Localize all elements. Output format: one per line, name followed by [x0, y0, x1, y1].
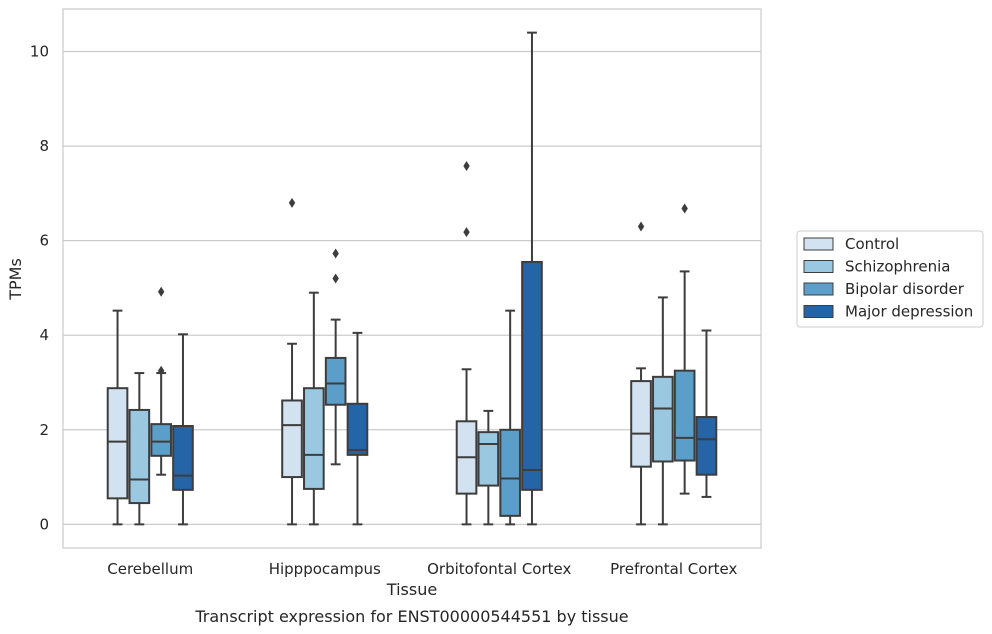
x-tick-labels: Cerebellum Hipppocampus Orbitofontal Corte… — [107, 560, 737, 578]
outlier-point — [332, 273, 339, 284]
y-axis-title: TPMs — [6, 258, 25, 301]
box-body — [303, 387, 325, 490]
x-tick-label: Prefrontal Cortex — [610, 560, 737, 578]
box-major-depression — [695, 329, 718, 498]
legend-swatch — [803, 305, 834, 318]
box-bipolar-disorder — [150, 286, 172, 476]
box-body — [106, 387, 129, 500]
box-body — [695, 416, 718, 476]
chart-caption: Transcript expression for ENST0000054455… — [194, 607, 628, 626]
box-body — [150, 423, 172, 457]
y-tick-labels: 0 2 4 6 8 10 — [30, 43, 49, 534]
box-control — [281, 197, 303, 526]
box-body — [281, 399, 303, 479]
box-body — [652, 375, 674, 463]
x-tick-label: Hipppocampus — [269, 560, 381, 578]
outlier-point — [332, 248, 339, 259]
outlier-point — [463, 160, 470, 171]
box-body — [172, 425, 194, 491]
box-major-depression — [346, 331, 369, 526]
box-bipolar-disorder — [673, 203, 696, 495]
x-tick-label: Orbitofontal Cortex — [427, 560, 571, 578]
legend-label: Bipolar disorder — [845, 280, 965, 298]
box-control — [630, 221, 652, 526]
y-tick-label: 2 — [39, 421, 49, 439]
plot-frame — [62, 8, 762, 549]
legend-label: Control — [845, 235, 899, 253]
box-bipolar-disorder — [324, 248, 347, 466]
box-body — [346, 402, 369, 456]
box-schizophrenia — [128, 372, 151, 526]
box-body — [499, 428, 521, 517]
y-tick-label: 4 — [39, 326, 49, 344]
legend-swatch — [803, 260, 834, 273]
y-tick-label: 0 — [39, 515, 49, 533]
box-body — [673, 369, 696, 462]
y-tick-label: 6 — [39, 232, 49, 250]
boxes — [106, 31, 718, 526]
outlier-point — [681, 203, 688, 214]
outlier-point — [463, 227, 470, 238]
y-tick-label: 8 — [39, 137, 49, 155]
box-bipolar-disorder — [499, 309, 521, 526]
legend: Control Schizophrenia Bipolar disorder Majo… — [796, 230, 984, 328]
box-schizophrenia — [303, 291, 325, 526]
box-body — [128, 408, 151, 505]
outlier-point — [637, 221, 645, 232]
outlier-point — [157, 365, 165, 376]
outlier-point — [288, 197, 296, 208]
box-schizophrenia — [652, 296, 674, 526]
box-major-depression — [172, 333, 194, 526]
y-tick-label: 10 — [30, 43, 49, 61]
box-control — [455, 160, 478, 526]
legend-frame — [796, 230, 984, 328]
box-body — [324, 356, 347, 406]
box-body — [521, 260, 543, 491]
legend-label: Schizophrenia — [845, 258, 950, 276]
box-body — [630, 380, 652, 468]
x-axis-title: Tissue — [386, 580, 437, 599]
legend-swatch — [803, 237, 834, 251]
x-tick-label: Cerebellum — [107, 560, 193, 578]
box-major-depression — [521, 31, 543, 526]
box-control — [106, 309, 129, 526]
legend-label: Major depression — [845, 303, 973, 321]
outlier-point — [157, 286, 165, 297]
box-body — [477, 431, 500, 487]
box-schizophrenia — [477, 409, 500, 526]
legend-swatch — [803, 282, 834, 296]
